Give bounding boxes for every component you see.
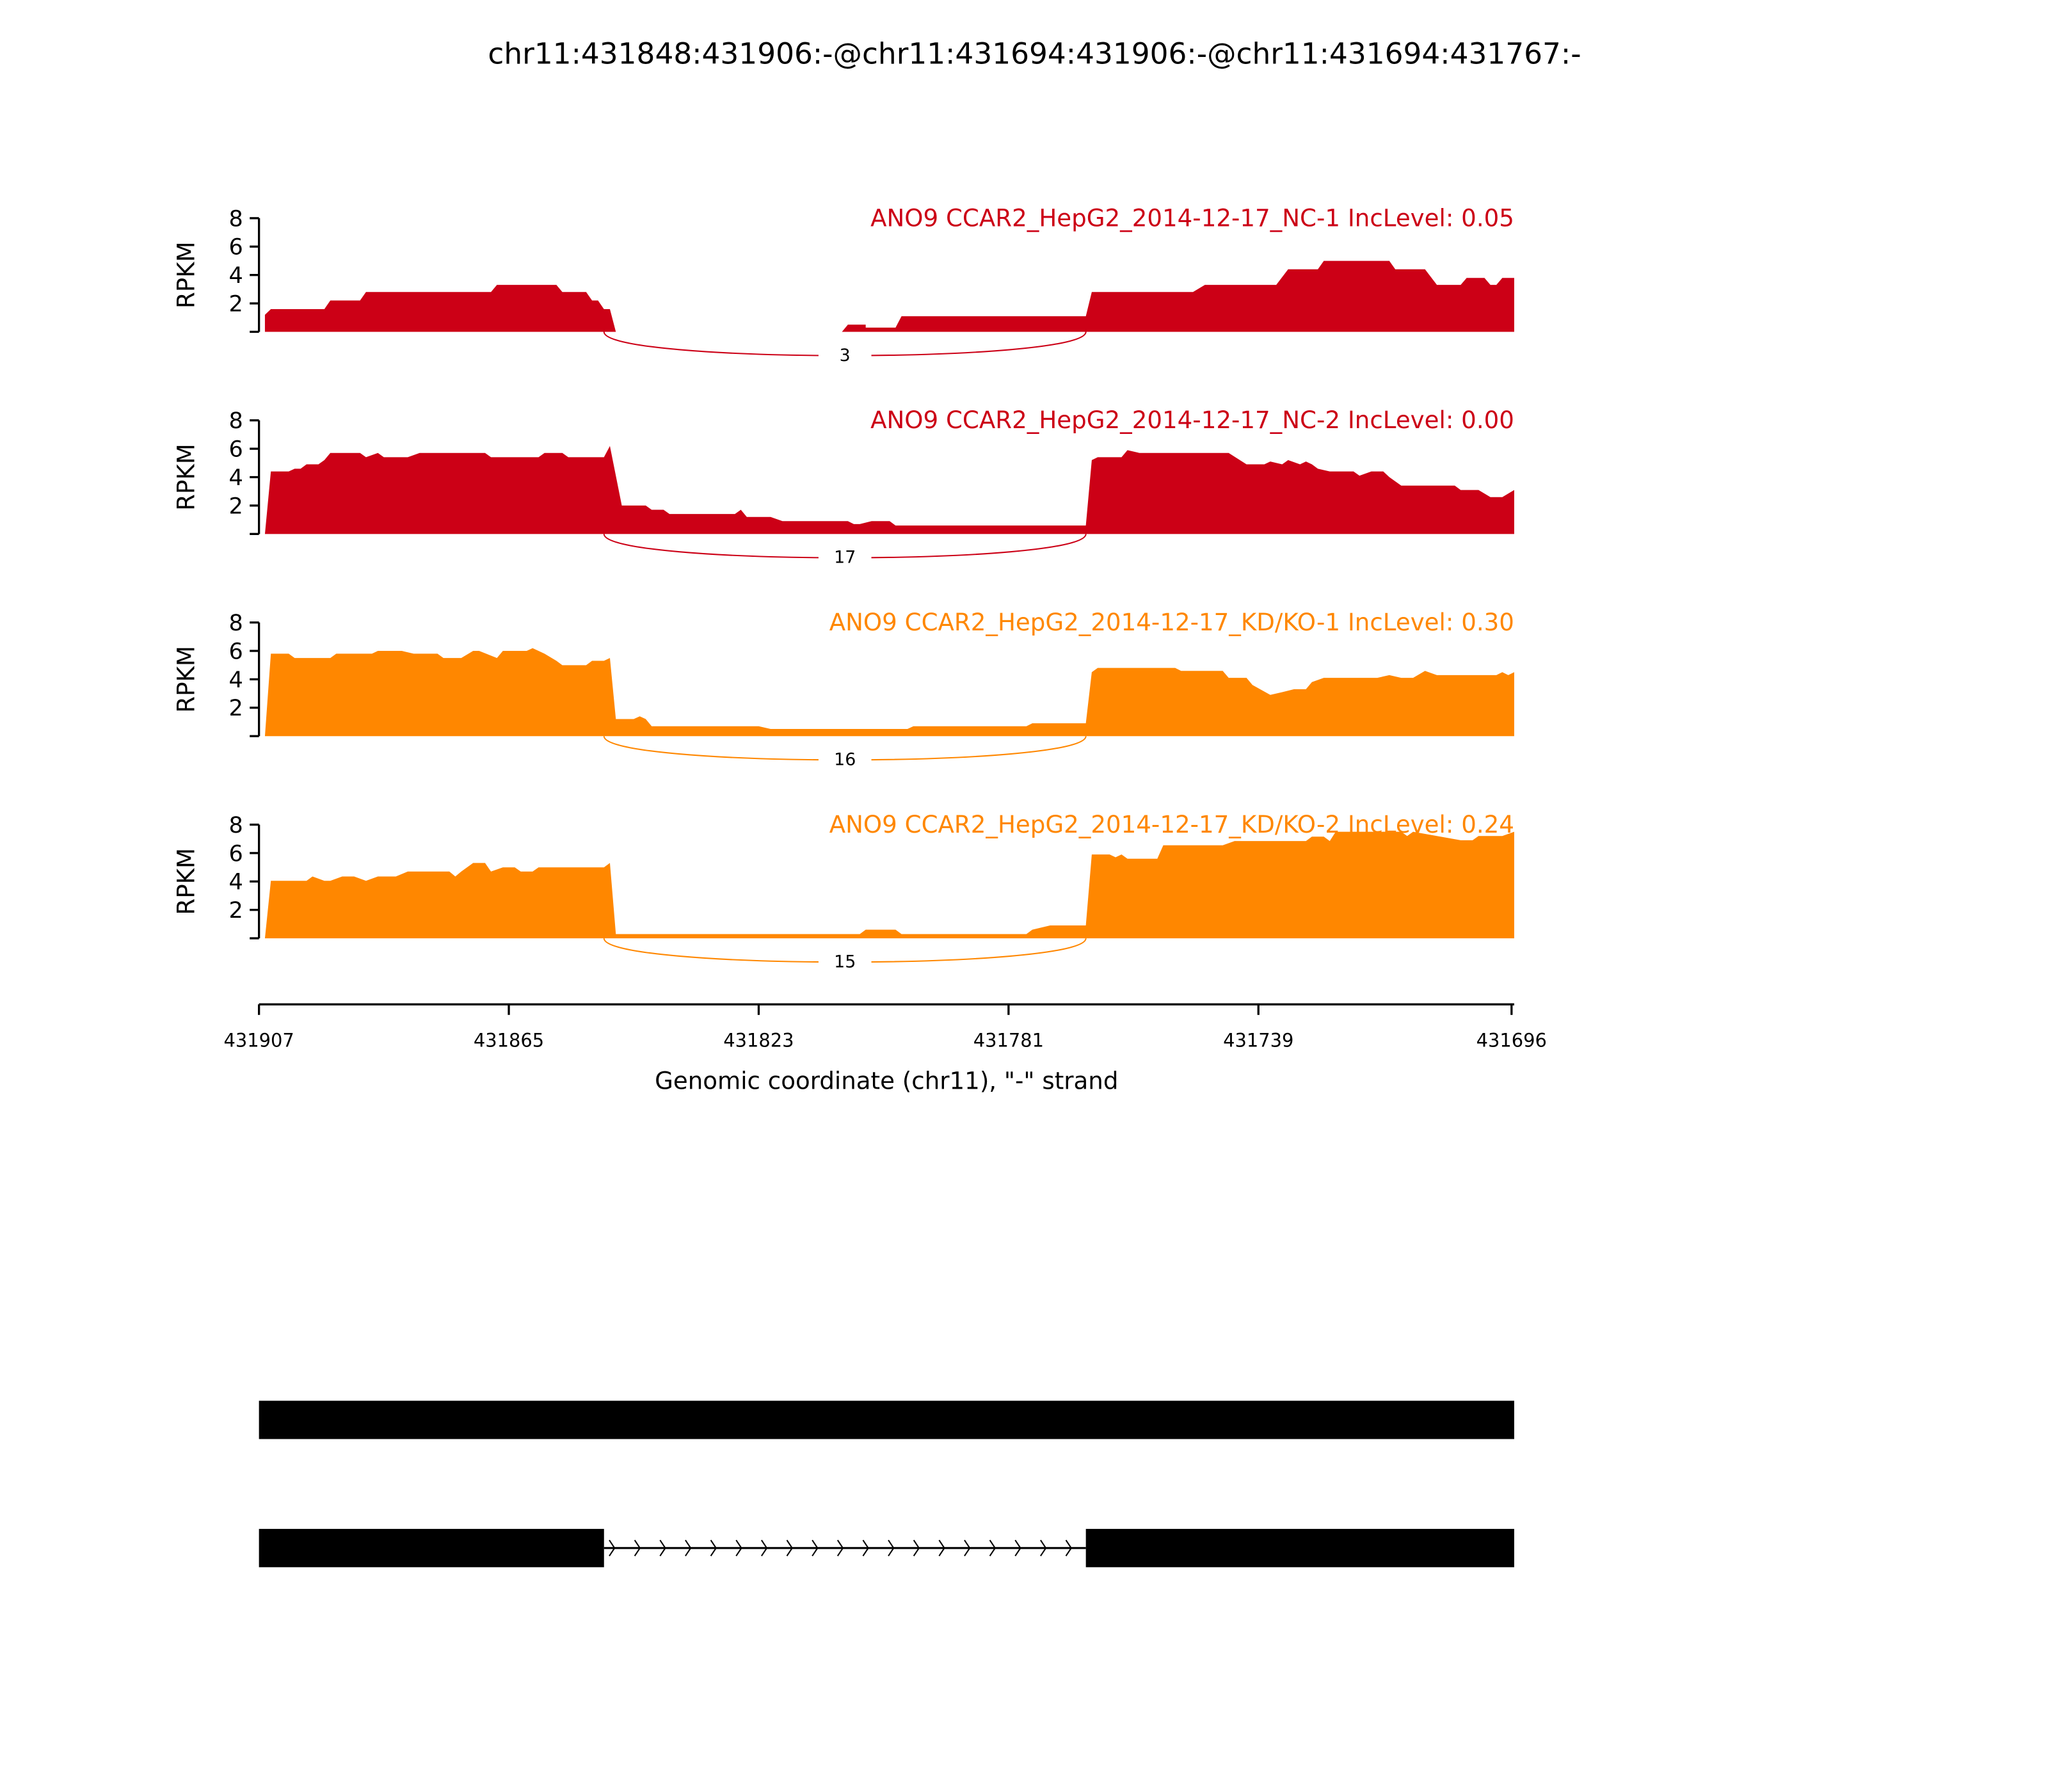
strand-chevron-icon bbox=[659, 1539, 666, 1556]
transcript-1 bbox=[259, 1400, 1514, 1439]
panel-label: ANO9 CCAR2_HepG2_2014-12-17_KD/KO-1 IncL… bbox=[829, 609, 1514, 636]
y-tick-label: 6 bbox=[229, 436, 243, 463]
coverage-area bbox=[264, 831, 1514, 939]
strand-chevron-icon bbox=[913, 1539, 920, 1556]
y-tick-label: 8 bbox=[229, 812, 243, 838]
strand-chevron-icon bbox=[989, 1539, 996, 1556]
panel-label: ANO9 CCAR2_HepG2_2014-12-17_KD/KO-2 IncL… bbox=[829, 811, 1514, 838]
strand-chevron-icon bbox=[786, 1539, 793, 1556]
y-tick-label: 2 bbox=[229, 493, 243, 519]
junction-count-label: 16 bbox=[834, 750, 856, 770]
y-axis-label: RPKM bbox=[172, 646, 200, 713]
y-tick-label: 8 bbox=[229, 205, 243, 232]
junction-count-label: 17 bbox=[834, 548, 856, 568]
y-tick-label: 4 bbox=[229, 667, 243, 693]
x-tick-label: 431739 bbox=[1223, 1029, 1293, 1051]
strand-chevron-icon bbox=[735, 1539, 742, 1556]
x-tick-label: 431696 bbox=[1476, 1029, 1547, 1051]
strand-chevron-icon bbox=[685, 1539, 692, 1556]
strand-chevron-icon bbox=[938, 1539, 945, 1556]
y-tick-label: 2 bbox=[229, 695, 243, 721]
coverage-panel-3: 24 68 RPKM ANO9 CCAR2_HepG2_2014-12-17_KD/K… bbox=[172, 609, 1514, 771]
y-tick-label: 4 bbox=[229, 869, 243, 895]
junction-count-label: 15 bbox=[834, 952, 856, 972]
x-axis-label: Genomic coordinate (chr11), "-" strand bbox=[655, 1067, 1118, 1094]
strand-chevron-icon bbox=[812, 1539, 819, 1556]
strand-chevron-icon bbox=[1040, 1539, 1047, 1556]
strand-chevron-icon bbox=[710, 1539, 717, 1556]
x-tick-label: 431781 bbox=[973, 1029, 1044, 1051]
junction-label-bg bbox=[818, 345, 872, 367]
strand-chevron-icon bbox=[1014, 1539, 1021, 1556]
chart-title: chr11:431848:431906:-@chr11:431694:43190… bbox=[488, 36, 1581, 70]
exon-block bbox=[259, 1400, 1514, 1439]
y-axis-label: RPKM bbox=[172, 444, 200, 511]
transcript-2 bbox=[259, 1528, 1514, 1567]
strand-chevron-icon bbox=[964, 1539, 971, 1556]
y-tick-label: 8 bbox=[229, 408, 243, 434]
panel-label: ANO9 CCAR2_HepG2_2014-12-17_NC-1 IncLeve… bbox=[870, 204, 1514, 232]
y-tick-label: 6 bbox=[229, 234, 243, 260]
y-tick-label: 4 bbox=[229, 465, 243, 491]
strand-chevron-icon bbox=[634, 1539, 641, 1556]
strand-chevron-icon bbox=[888, 1539, 895, 1556]
exon-block bbox=[259, 1528, 604, 1567]
y-axis-label: RPKM bbox=[172, 848, 200, 915]
panel-label: ANO9 CCAR2_HepG2_2014-12-17_NC-2 IncLeve… bbox=[870, 406, 1514, 434]
strand-chevron-icon bbox=[1065, 1539, 1073, 1556]
x-tick-label: 431823 bbox=[723, 1029, 794, 1051]
junction-label-bg bbox=[818, 749, 872, 771]
y-tick-label: 8 bbox=[229, 610, 243, 636]
y-tick-label: 2 bbox=[229, 291, 243, 317]
exon-block bbox=[1085, 1528, 1514, 1567]
strand-chevron-icon bbox=[862, 1539, 869, 1556]
y-tick-label: 6 bbox=[229, 840, 243, 867]
strand-chevron-icon bbox=[836, 1539, 844, 1556]
strand-chevron-icon bbox=[609, 1539, 616, 1556]
x-tick-label: 431865 bbox=[474, 1029, 544, 1051]
junction-count-label: 3 bbox=[840, 346, 851, 365]
y-axis-label: RPKM bbox=[172, 241, 200, 308]
coverage-area bbox=[264, 260, 1514, 332]
strand-chevron-icon bbox=[760, 1539, 768, 1556]
y-tick-label: 6 bbox=[229, 638, 243, 664]
coverage-area bbox=[264, 648, 1514, 737]
junction-label-bg bbox=[818, 547, 872, 568]
coverage-area bbox=[264, 445, 1514, 534]
gene-models bbox=[259, 1400, 1514, 1567]
junction-label-bg bbox=[818, 951, 872, 973]
y-tick-label: 4 bbox=[229, 262, 243, 289]
x-axis: 431907 431865 431823 431781 431739 431696 bbox=[223, 1003, 1547, 1051]
y-tick-label: 2 bbox=[229, 897, 243, 924]
x-tick-label: 431907 bbox=[223, 1029, 294, 1051]
